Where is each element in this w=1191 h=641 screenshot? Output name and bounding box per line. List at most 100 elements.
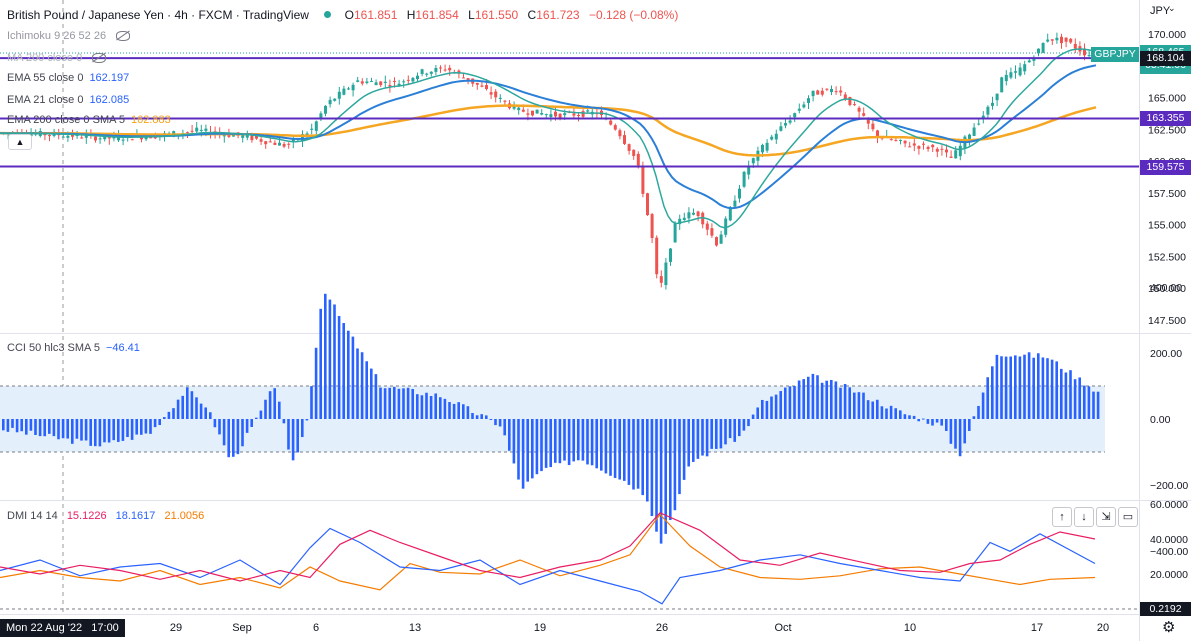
time-tick-label: Sep xyxy=(232,622,252,634)
currency-label[interactable]: JPY xyxy=(1150,5,1171,17)
cci-bar xyxy=(1032,357,1035,419)
dmi-minus-di-line[interactable] xyxy=(0,527,1096,605)
candle-body xyxy=(1027,60,1031,63)
candlestick-series[interactable] xyxy=(2,32,1091,290)
candle-body xyxy=(443,69,447,71)
hide-eye-icon[interactable] xyxy=(92,53,107,64)
cci-bar xyxy=(416,394,419,419)
cci-bar xyxy=(733,419,736,442)
cci-bar xyxy=(264,399,267,419)
cci-bar xyxy=(328,299,332,419)
symbol-title[interactable]: British Pound / Japanese Yen · 4h · FXCM… xyxy=(7,8,309,22)
candle-body xyxy=(747,165,751,175)
cci-bar xyxy=(761,399,764,419)
candle-body xyxy=(245,134,249,138)
cci-bar xyxy=(94,419,97,447)
indicator-legend-ema55[interactable]: EMA 55 close 0 162.197 xyxy=(7,72,130,84)
cci-bar xyxy=(728,419,732,439)
cci-histogram[interactable] xyxy=(2,293,1100,544)
candle-body xyxy=(264,141,268,145)
cci-bar xyxy=(600,419,603,471)
move-up-button[interactable]: ↑ xyxy=(1052,507,1072,527)
candle-body xyxy=(1060,36,1063,44)
indicator-legend-ma200[interactable]: MA 200 close 0 xyxy=(7,52,112,64)
collapse-button[interactable]: ⇲ xyxy=(1096,507,1116,527)
indicator-legend-ichimoku[interactable]: Ichimoku 9 26 52 26 xyxy=(7,30,136,42)
time-tick-label: 20 xyxy=(1097,622,1109,634)
cci-bar xyxy=(282,419,286,424)
candle-body xyxy=(954,150,958,159)
cci-bar xyxy=(218,419,221,435)
candle-body xyxy=(857,107,861,112)
candle-body xyxy=(1055,37,1059,41)
time-axis[interactable]: 29 Sep 6 13 19 26 Oct 10 17 20 xyxy=(170,622,1109,634)
candle-body xyxy=(705,223,709,230)
cci-bar xyxy=(563,419,566,461)
candle-body xyxy=(889,139,893,141)
candle-body xyxy=(802,104,806,108)
cci-bar xyxy=(48,419,51,434)
ema-200-line[interactable] xyxy=(0,104,1097,157)
time-tick-label: 26 xyxy=(656,622,668,634)
hide-eye-icon[interactable] xyxy=(116,31,131,42)
price-tick-label: 150.000 xyxy=(1148,283,1186,295)
cci-bar xyxy=(839,387,842,419)
maximize-button[interactable]: ▭ xyxy=(1118,507,1138,527)
indicator-legend-ema21[interactable]: EMA 21 close 0 162.085 xyxy=(7,94,130,106)
dmi-plus-di-line[interactable] xyxy=(0,512,1096,582)
collapse-legend-chevron-icon[interactable]: ▲ xyxy=(8,134,32,150)
cci-bar xyxy=(452,403,456,419)
cci-bar xyxy=(609,419,612,476)
cci-bar xyxy=(425,392,428,419)
cci-bar xyxy=(678,419,681,495)
cci-bar xyxy=(535,419,539,475)
dmi-adx-line[interactable] xyxy=(0,513,1096,591)
cci-bar xyxy=(222,419,226,446)
candle-body xyxy=(186,132,189,134)
cci-legend[interactable]: CCI 50 hlc3 SMA 5 −46.41 xyxy=(7,342,140,354)
cci-bar xyxy=(34,419,37,436)
candle-body xyxy=(199,129,203,131)
cci-bar xyxy=(765,400,769,419)
ema-21-line[interactable] xyxy=(0,48,1097,229)
candle-body xyxy=(544,114,548,116)
ohlc-low: L161.550 xyxy=(468,8,519,22)
candle-body xyxy=(526,113,530,115)
cci-bar xyxy=(287,419,290,450)
cci-bar xyxy=(388,387,391,419)
dmi-axis[interactable]: 60.0000 40.0000 20.0000 xyxy=(1150,499,1188,581)
cci-bar xyxy=(75,419,79,439)
cci-bar xyxy=(926,419,930,424)
cci-tick-label: −400.00 xyxy=(1150,546,1188,558)
cci-bar xyxy=(521,419,525,489)
candle-body xyxy=(972,127,976,136)
cci-axis[interactable]: 400.00 200.00 0.00 −200.00 −400.00 xyxy=(1150,282,1188,558)
cci-bar xyxy=(126,419,129,438)
cci-bar xyxy=(310,386,313,419)
currency-dropdown-icon[interactable]: ⌄ xyxy=(1168,3,1176,13)
candle-body xyxy=(572,113,576,116)
cci-tick-label: −200.00 xyxy=(1150,480,1188,492)
dmi-legend[interactable]: DMI 14 14 15.1226 18.1617 21.0056 xyxy=(7,510,205,522)
candle-body xyxy=(986,106,990,115)
candle-body xyxy=(655,237,659,275)
candle-body xyxy=(788,120,792,123)
candle-body xyxy=(117,135,120,141)
cci-bar xyxy=(397,388,401,419)
cci-bar xyxy=(347,330,350,419)
cci-bar xyxy=(471,412,474,419)
settings-gear-icon[interactable]: ⚙ xyxy=(1162,619,1176,636)
candle-body xyxy=(61,136,65,138)
candle-body xyxy=(268,141,272,143)
move-down-button[interactable]: ↓ xyxy=(1074,507,1094,527)
indicator-legend-ema200[interactable]: EMA 200 close 0 SMA 5 162.883 xyxy=(7,114,171,126)
candle-body xyxy=(337,91,341,99)
candle-body xyxy=(287,143,291,145)
candle-body xyxy=(995,93,999,101)
cci-bar xyxy=(719,419,723,449)
candle-body xyxy=(333,98,337,101)
candle-body xyxy=(1018,67,1022,76)
candle-body xyxy=(949,156,953,158)
cci-bar xyxy=(991,366,994,419)
